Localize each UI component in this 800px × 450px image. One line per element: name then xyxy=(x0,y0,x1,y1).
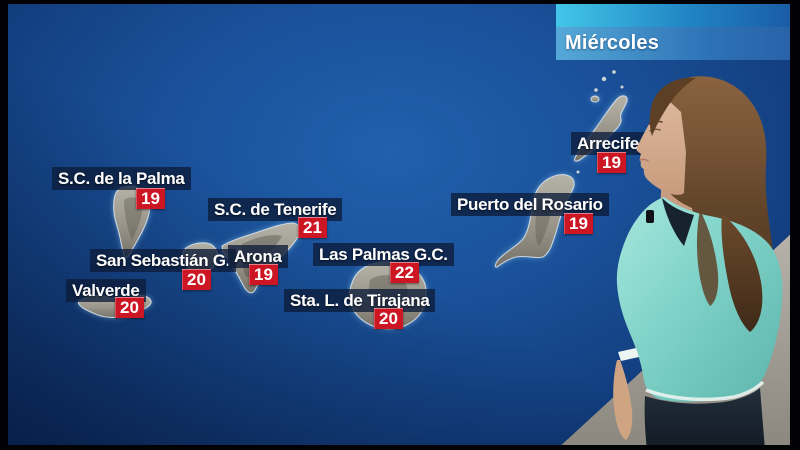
frame-border-top xyxy=(0,0,800,4)
temperature-badge: 22 xyxy=(390,262,419,283)
frame-border-bottom xyxy=(0,445,800,450)
temperature-badge: 19 xyxy=(136,188,165,209)
city-label-sc-de-la-palma: S.C. de la Palma 19 xyxy=(52,167,191,209)
temperature-badge: 19 xyxy=(597,152,626,173)
city-name: Las Palmas G.C. xyxy=(313,243,454,266)
temperature-badge: 21 xyxy=(298,217,327,238)
temperature-badge: 19 xyxy=(564,213,593,234)
city-name: Sta. L. de Tirajana xyxy=(284,289,436,312)
city-label-las-palmas-gc: Las Palmas G.C. 22 xyxy=(313,243,454,283)
city-label-san-sebastian-g: San Sebastián G. 20 xyxy=(90,249,237,290)
frame-border-right xyxy=(790,0,800,450)
frame-border-left xyxy=(0,0,8,450)
city-name: S.C. de Tenerife xyxy=(208,198,343,221)
day-label: Miércoles xyxy=(556,27,791,60)
day-banner: Miércoles xyxy=(556,3,791,60)
temperature-badge: 20 xyxy=(182,269,211,290)
city-label-valverde: Valverde 20 xyxy=(66,279,146,318)
city-label-sc-de-tenerife: S.C. de Tenerife 21 xyxy=(208,198,343,238)
temperature-badge: 19 xyxy=(249,264,278,285)
banner-gradient-strip xyxy=(556,3,791,27)
city-name: S.C. de la Palma xyxy=(52,167,191,190)
city-label-puerto-del-rosario: Puerto del Rosario 19 xyxy=(451,193,609,234)
temperature-badge: 20 xyxy=(374,308,403,329)
city-label-arrecife: Arrecife 19 xyxy=(571,132,645,173)
city-name: San Sebastián G. xyxy=(90,249,237,272)
temperature-badge: 20 xyxy=(115,297,144,318)
city-label-arona: Arona 19 xyxy=(228,245,288,285)
city-label-sta-l-de-tirajana: Sta. L. de Tirajana 20 xyxy=(284,289,436,329)
